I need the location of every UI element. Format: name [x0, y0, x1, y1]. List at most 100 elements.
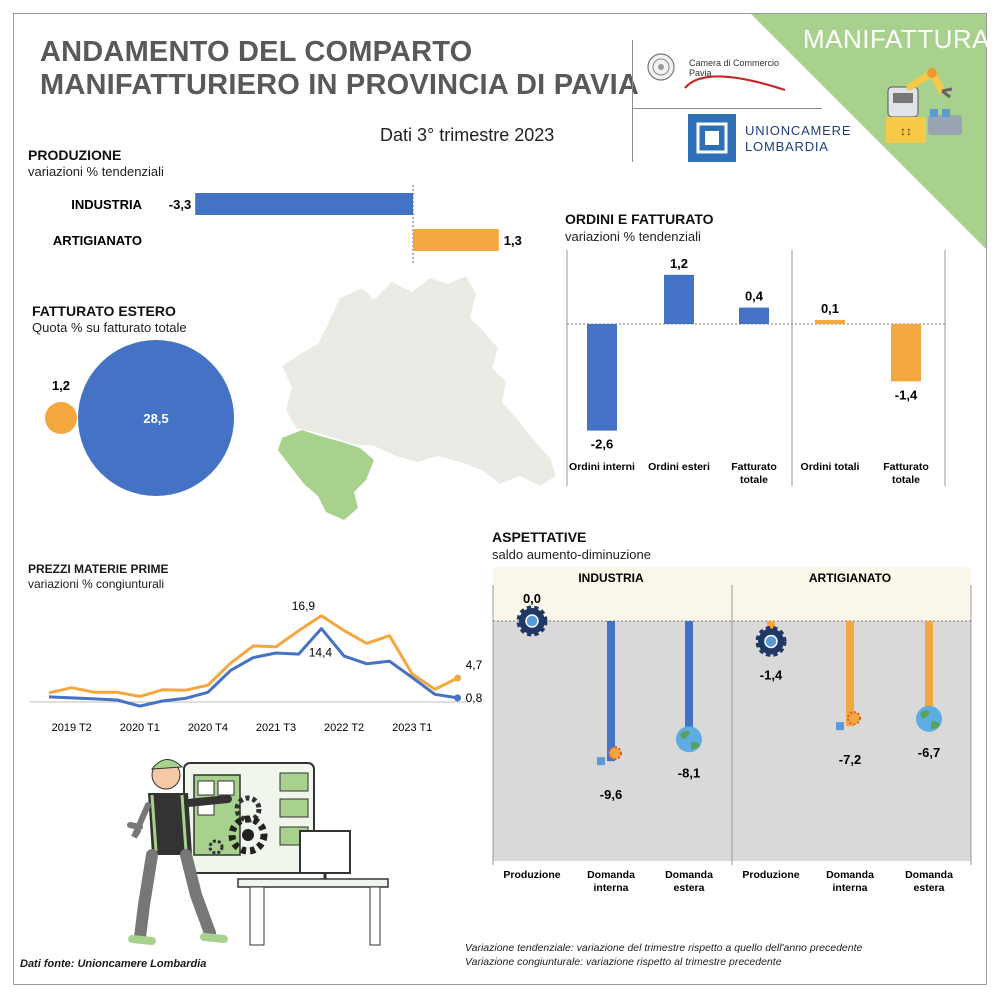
ordini-bar: [587, 324, 617, 431]
prezzi-title: PREZZI MATERIE PRIME: [28, 562, 169, 576]
ordini-category-label: Ordini esteri: [648, 461, 710, 473]
source-label: Dati fonte: Unioncamere Lombardia: [20, 958, 207, 970]
factory-icon: [836, 711, 861, 731]
ordini-value-label: 1,2: [670, 256, 688, 271]
prezzi-tick-label: 2020 T1: [120, 722, 160, 734]
ordini-category-label: Ordini interni: [569, 461, 635, 473]
page-title-line1: ANDAMENTO DEL COMPARTO: [40, 36, 473, 68]
aspettative-category-label: Domanda: [587, 869, 635, 881]
produzione-value-label: 1,3: [504, 233, 522, 248]
produzione-value-label: -3,3: [169, 197, 191, 212]
factory-icon: [597, 746, 622, 766]
ordini-category-label-line2: totale: [892, 474, 920, 486]
prezzi-point-label: 0,8: [466, 691, 483, 705]
fatturato-estero-label-main: 28,5: [143, 411, 168, 426]
gear-icon: [516, 605, 548, 637]
prezzi-tick-label: 2022 T2: [324, 722, 364, 734]
aspettative-group-label: ARTIGIANATO: [809, 571, 891, 585]
ordini-category-label: Ordini totali: [801, 461, 860, 473]
robot-arm-icon: ↕↕: [886, 68, 962, 143]
union-logo-line1: UNIONCAMERE: [745, 123, 852, 138]
produzione-category-label: INDUSTRIA: [71, 197, 142, 212]
aspettative-value-label: -9,6: [600, 787, 622, 802]
prezzi-tick-label: 2020 T4: [188, 722, 228, 734]
prezzi-point-label: 4,7: [466, 658, 483, 672]
ordini-value-label: -2,6: [591, 437, 613, 452]
aspettative-category-label-line2: interna: [593, 882, 628, 894]
prezzi-end-point: [454, 674, 462, 682]
globe-icon: [916, 705, 942, 732]
camera-commercio-logo: Camera di Commercio Pavia: [645, 50, 805, 100]
header-divider-h: [632, 108, 822, 109]
svg-text:↕↕: ↕↕: [900, 124, 912, 138]
aspettative-category-label-line2: estera: [914, 882, 945, 894]
aspettative-category-label: Domanda: [826, 869, 874, 881]
period-label: Dati 3° trimestre 2023: [380, 125, 555, 145]
produzione-subtitle: variazioni % tendenziali: [28, 164, 164, 179]
produzione-bar: [413, 229, 499, 251]
page-title-line2: MANIFATTURIERO IN PROVINCIA DI PAVIA: [40, 69, 640, 101]
aspettative-stem: [925, 621, 933, 719]
ordini-value-label: -1,4: [895, 387, 918, 402]
prezzi-end-point: [454, 694, 462, 702]
aspettative-group-label: INDUSTRIA: [578, 571, 644, 585]
fatturato-estero-label-secondary: 1,2: [52, 378, 70, 393]
prezzi-point-label: 14,4: [309, 646, 333, 660]
prezzi-series-line: [48, 627, 458, 708]
unioncamere-logo-mark: [688, 114, 736, 162]
prezzi-series-line: [48, 614, 459, 698]
prezzi-subtitle: variazioni % congiunturali: [28, 577, 165, 591]
fatturato-estero-bubble-main: [78, 340, 234, 496]
ordini-category-label: Fatturato: [731, 461, 777, 473]
aspettative-title: ASPETTATIVE: [492, 529, 587, 545]
aspettative-value-label: -1,4: [760, 667, 783, 682]
note-tendenziale: Variazione tendenziale: variazione del t…: [465, 942, 863, 954]
ordini-subtitle: variazioni % tendenziali: [565, 229, 701, 244]
fatturato-estero-bubble-secondary: [44, 401, 78, 435]
prezzi-point-label: 16,9: [292, 599, 316, 613]
aspettative-chart: INDUSTRIA ARTIGIANATO 0,0 Produzione -9,6 Dom…: [492, 567, 972, 894]
infographic-frame: [13, 13, 987, 985]
aspettative-value-label: 0,0: [523, 591, 541, 606]
header-divider-v: [632, 40, 633, 162]
produzione-bar: [195, 193, 413, 215]
camera-logo-line2: Pavia: [689, 68, 712, 78]
aspettative-subtitle: saldo aumento-diminuzione: [492, 547, 651, 562]
aspettative-category-label-line2: interna: [832, 882, 867, 894]
ordini-bar: [815, 319, 845, 324]
prezzi-tick-label: 2021 T3: [256, 722, 296, 734]
ordini-value-label: 0,4: [745, 289, 764, 304]
ordini-bar: [891, 324, 921, 382]
globe-icon: [676, 726, 702, 753]
fatturato-estero-title: FATTURATO ESTERO: [32, 303, 176, 319]
worker-illustration-icon: [127, 759, 389, 946]
ordini-bar: [739, 307, 769, 324]
aspettative-category-label: Produzione: [503, 869, 560, 881]
produzione-category-label: ARTIGIANATO: [53, 233, 142, 248]
note-congiunturale: Variazione congiunturale: variazione ris…: [465, 956, 782, 968]
lombardy-map-icon: [278, 276, 556, 520]
fatturato-estero-subtitle: Quota % su fatturato totale: [32, 320, 187, 335]
aspettative-category-label: Domanda: [665, 869, 713, 881]
seal-icon: [647, 53, 786, 92]
aspettative-stem: [685, 621, 693, 740]
produzione-title: PRODUZIONE: [28, 147, 122, 163]
ordini-title: ORDINI E FATTURATO: [565, 211, 714, 227]
ordini-chart: -2,6 Ordini interni 1,2 Ordini esteri 0,4 Fat…: [566, 250, 946, 486]
ordini-category-label: Fatturato: [883, 461, 929, 473]
aspettative-stem: [846, 621, 854, 727]
aspettative-category-label: Produzione: [742, 869, 799, 881]
sector-label: MANIFATTURA: [803, 24, 991, 54]
aspettative-value-label: -8,1: [678, 765, 700, 780]
square-frame-icon: [696, 122, 728, 154]
union-logo-line2: LOMBARDIA: [745, 139, 829, 154]
ordini-value-label: 0,1: [821, 301, 839, 316]
ordini-bar: [664, 274, 694, 324]
camera-logo-line1: Camera di Commercio: [689, 58, 780, 68]
aspettative-value-label: -7,2: [839, 752, 861, 767]
ordini-category-label-line2: totale: [740, 474, 768, 486]
fatturato-estero-chart: 28,5 1,2: [44, 340, 234, 496]
aspettative-value-label: -6,7: [918, 745, 940, 760]
gear-icon: [755, 625, 787, 657]
aspettative-stem: [607, 621, 615, 762]
